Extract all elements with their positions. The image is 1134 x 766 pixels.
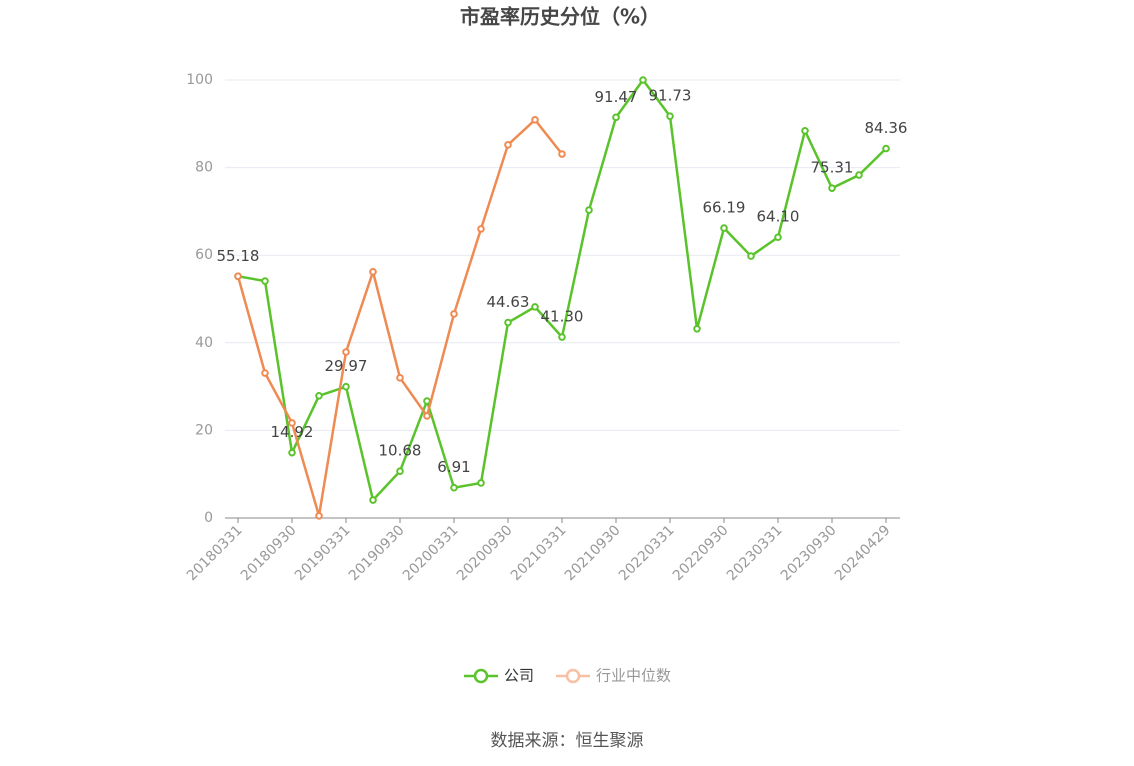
data-point [531, 303, 539, 311]
data-label: 41.30 [541, 308, 584, 326]
data-point [585, 206, 593, 214]
data-point [315, 391, 323, 400]
data-point [288, 419, 296, 427]
data-point [288, 448, 296, 457]
data-point [477, 225, 485, 233]
legend-label: 公司 [504, 667, 534, 685]
data-point [342, 348, 350, 356]
x-tick-label: 20230930 [778, 522, 840, 584]
data-point [450, 310, 458, 318]
data-label: 66.19 [703, 199, 746, 217]
y-tick-label: 60 [195, 247, 213, 263]
data-label: 75.31 [811, 159, 854, 177]
data-label: 10.68 [379, 442, 422, 460]
y-tick-label: 100 [186, 72, 213, 88]
data-label: 91.47 [595, 88, 638, 106]
data-point [234, 272, 242, 281]
data-point [531, 116, 539, 124]
data-point [342, 382, 350, 391]
data-point [801, 127, 809, 135]
data-point [504, 318, 512, 327]
data-point [423, 412, 431, 420]
data-label: 55.18 [217, 247, 260, 265]
data-point [396, 374, 404, 382]
data-label: 14.92 [271, 423, 314, 441]
data-point [666, 112, 674, 121]
data-label: 6.91 [437, 458, 470, 476]
data-point [315, 512, 323, 520]
y-tick-label: 40 [195, 335, 213, 351]
data-point [639, 76, 647, 84]
x-tick-label: 20190930 [346, 522, 408, 584]
data-point [261, 369, 269, 377]
data-point [423, 397, 431, 405]
data-point [855, 171, 863, 179]
x-tick-label: 20180930 [238, 522, 300, 584]
legend-marker [565, 668, 581, 684]
y-tick-label: 20 [195, 422, 213, 438]
data-point [396, 467, 404, 476]
data-point [747, 252, 755, 260]
x-tick-label: 20220331 [616, 522, 678, 584]
data-point [504, 141, 512, 149]
series-line [237, 77, 887, 503]
x-tick-label: 20230331 [724, 522, 786, 584]
x-tick-label: 20200930 [454, 522, 516, 584]
source-note: 数据来源：恒生聚源 [491, 731, 644, 751]
y-tick-label: 80 [195, 160, 213, 176]
data-point [558, 333, 566, 341]
legend-marker [473, 668, 489, 684]
data-point [477, 479, 485, 487]
data-point [369, 496, 377, 504]
x-tick-label: 20210930 [562, 522, 624, 584]
data-point [693, 324, 701, 333]
data-label: 44.63 [487, 293, 530, 311]
data-label: 64.10 [757, 208, 800, 226]
x-tick-label: 20240429 [832, 522, 894, 584]
x-tick-label: 20180331 [184, 522, 246, 584]
x-tick-label: 20200331 [400, 522, 462, 584]
data-point [774, 233, 782, 242]
data-point [369, 268, 377, 276]
data-point [261, 277, 269, 285]
legend-label: 行业中位数 [596, 667, 671, 685]
y-tick-label: 0 [204, 510, 213, 526]
data-point [558, 150, 566, 158]
chart-title: 市盈率历史分位（%） [460, 5, 660, 29]
x-tick-label: 20210331 [508, 522, 570, 584]
data-point [828, 184, 836, 192]
data-label: 29.97 [325, 357, 368, 375]
data-label: 84.36 [865, 119, 908, 137]
data-point [450, 483, 458, 492]
data-point [612, 113, 620, 122]
data-point [882, 144, 890, 153]
x-tick-label: 20220930 [670, 522, 732, 584]
x-tick-label: 20190331 [292, 522, 354, 584]
data-point [720, 224, 728, 232]
data-label: 91.73 [649, 87, 692, 105]
